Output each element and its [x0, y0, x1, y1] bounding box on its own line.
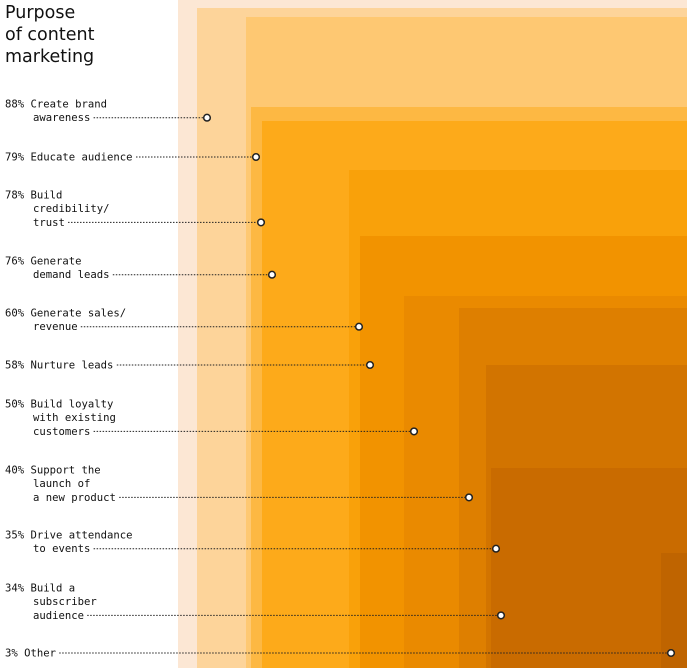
category-label: 35% Drive attendance [5, 530, 133, 542]
category-label: 60% Generate sales/ [5, 308, 126, 320]
category-label: revenue [33, 321, 78, 333]
category-item: 3% Other [5, 648, 676, 660]
category-label: 50% Build loyalty [5, 399, 113, 411]
value-marker [496, 611, 506, 620]
value-marker [365, 360, 375, 370]
category-label: 78% Build [5, 190, 62, 202]
square-11 [661, 553, 687, 668]
category-label: credibility/ [33, 203, 110, 215]
category-label: with existing [33, 412, 116, 424]
value-marker [354, 322, 364, 331]
value-marker [409, 427, 419, 436]
squares-layer [178, 0, 687, 668]
category-label: customers [33, 426, 90, 438]
category-label: a new product [33, 492, 116, 504]
value-marker [666, 648, 676, 658]
chart-title-line-1: Purpose [5, 3, 76, 23]
category-label: trust [33, 217, 65, 229]
value-marker [491, 544, 501, 553]
category-label: 88% Create brand [5, 99, 107, 111]
value-marker [251, 152, 261, 162]
chart-title: Purpose of content marketing [5, 2, 94, 68]
category-label: awareness [33, 112, 90, 124]
value-marker [267, 270, 277, 279]
square-10 [491, 468, 687, 668]
category-item: 58% Nurture leads [5, 360, 375, 372]
category-label: audience [33, 610, 84, 622]
chart-title-line-2: of content [5, 25, 95, 45]
category-item: 79% Educate audience [5, 152, 261, 164]
value-marker [256, 218, 266, 227]
category-label: 34% Build a [5, 583, 75, 595]
category-label: subscriber [33, 596, 97, 608]
category-label: to events [33, 543, 90, 555]
category-label: demand leads [33, 269, 110, 281]
value-marker [464, 493, 474, 502]
category-label: 76% Generate [5, 256, 82, 268]
chart-title-line-3: marketing [5, 47, 95, 67]
category-label: 3% Other [5, 648, 56, 660]
category-item: 60% Generate sales/revenue [5, 308, 364, 333]
category-label: 58% Nurture leads [5, 360, 113, 372]
category-label: 40% Support the [5, 465, 101, 477]
category-label: launch of [33, 478, 90, 490]
category-label: 79% Educate audience [5, 152, 133, 164]
value-marker [202, 113, 212, 122]
